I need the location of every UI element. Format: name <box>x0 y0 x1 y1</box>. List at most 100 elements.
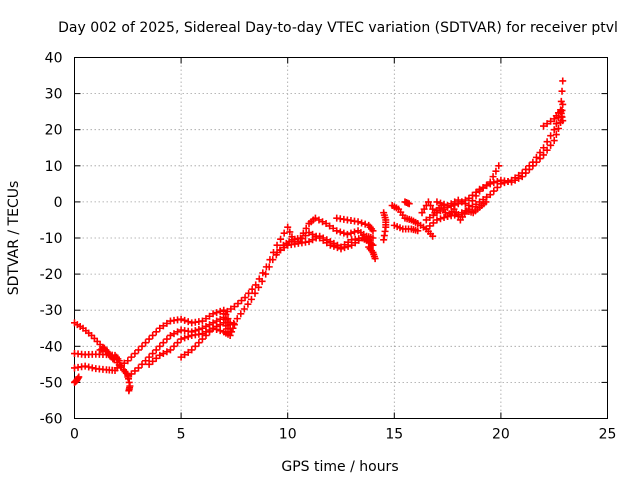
data-point <box>380 236 388 244</box>
data-point <box>166 331 174 339</box>
data-point <box>511 174 519 182</box>
data-point <box>262 270 270 278</box>
data-point <box>145 335 153 343</box>
data-point <box>504 177 512 185</box>
y-tick-label: -60 <box>40 412 63 428</box>
data-point <box>347 229 355 237</box>
data-point <box>138 360 146 368</box>
data-point <box>472 192 480 200</box>
data-point <box>277 235 285 243</box>
data-point <box>213 325 221 333</box>
y-axis-label: SDTVAR / TECUs <box>6 181 22 296</box>
data-point <box>337 245 345 253</box>
data-point <box>75 373 83 381</box>
data-point <box>305 238 313 246</box>
data-point <box>277 246 285 254</box>
data-point <box>85 363 93 371</box>
x-axis-label: GPS time / hours <box>281 459 398 475</box>
y-tick-label: -50 <box>40 375 63 391</box>
y-tick-label: -30 <box>40 303 63 319</box>
data-point <box>81 362 89 370</box>
data-point <box>429 232 437 240</box>
data-point <box>329 224 337 232</box>
data-point <box>177 335 185 343</box>
data-point <box>330 242 338 250</box>
data-point <box>294 238 302 246</box>
data-point <box>322 220 330 228</box>
data-point <box>326 241 334 249</box>
series-track-6 <box>113 306 234 372</box>
data-point <box>206 312 214 320</box>
data-point <box>543 146 551 154</box>
x-tick-label: 0 <box>70 427 79 443</box>
data-point <box>301 232 309 240</box>
data-point <box>452 209 460 217</box>
data-point <box>131 367 139 375</box>
data-point <box>223 307 231 315</box>
data-point <box>184 318 192 326</box>
data-point <box>206 328 214 336</box>
data-point <box>88 364 96 372</box>
data-point <box>365 236 373 244</box>
data-point <box>547 141 555 149</box>
data-point <box>311 214 319 222</box>
data-point <box>540 122 548 130</box>
y-tick-label: 40 <box>45 51 63 67</box>
data-point <box>127 370 135 378</box>
data-point <box>245 289 253 297</box>
data-point <box>216 321 224 329</box>
data-point <box>454 196 462 204</box>
data-point <box>461 200 469 208</box>
data-point <box>280 229 288 237</box>
y-tick-label: -40 <box>40 339 63 355</box>
data-point <box>248 285 256 293</box>
y-tick-label: 10 <box>45 159 63 175</box>
data-point <box>323 239 331 247</box>
data-point <box>198 317 206 325</box>
data-point <box>405 200 413 208</box>
data-point <box>489 173 497 181</box>
data-point <box>149 331 157 339</box>
data-point <box>529 158 537 166</box>
data-point <box>486 178 494 186</box>
data-point <box>468 203 476 211</box>
data-point <box>525 162 533 170</box>
data-point <box>226 331 234 339</box>
data-point <box>156 342 164 350</box>
data-point <box>361 220 369 228</box>
data-point <box>244 300 252 308</box>
data-point <box>371 255 379 263</box>
data-point <box>440 214 448 222</box>
data-point <box>138 342 146 350</box>
data-point <box>202 315 210 323</box>
series-track-3 <box>71 362 119 374</box>
data-point <box>234 300 242 308</box>
data-point <box>149 357 157 365</box>
data-point <box>559 77 567 85</box>
data-point <box>450 205 458 213</box>
data-point <box>241 294 249 302</box>
data-point <box>149 350 157 358</box>
data-point <box>280 244 288 252</box>
data-point <box>543 138 551 146</box>
data-point <box>333 227 341 235</box>
y-tick-label: -20 <box>40 267 63 283</box>
data-point <box>309 230 317 238</box>
data-point <box>227 305 235 313</box>
data-point <box>159 350 167 358</box>
data-point <box>284 223 292 231</box>
data-point <box>482 198 490 206</box>
data-point <box>319 218 327 226</box>
data-point <box>195 339 203 347</box>
series-track-8 <box>145 319 234 368</box>
data-point <box>559 117 567 125</box>
data-point <box>500 179 508 187</box>
series-track-15 <box>365 243 379 263</box>
data-point <box>341 244 349 252</box>
plot-frame <box>74 57 608 419</box>
y-tick-label: 30 <box>45 87 63 103</box>
data-point <box>228 328 236 336</box>
series-track-13 <box>294 229 373 253</box>
data-point <box>344 242 352 250</box>
